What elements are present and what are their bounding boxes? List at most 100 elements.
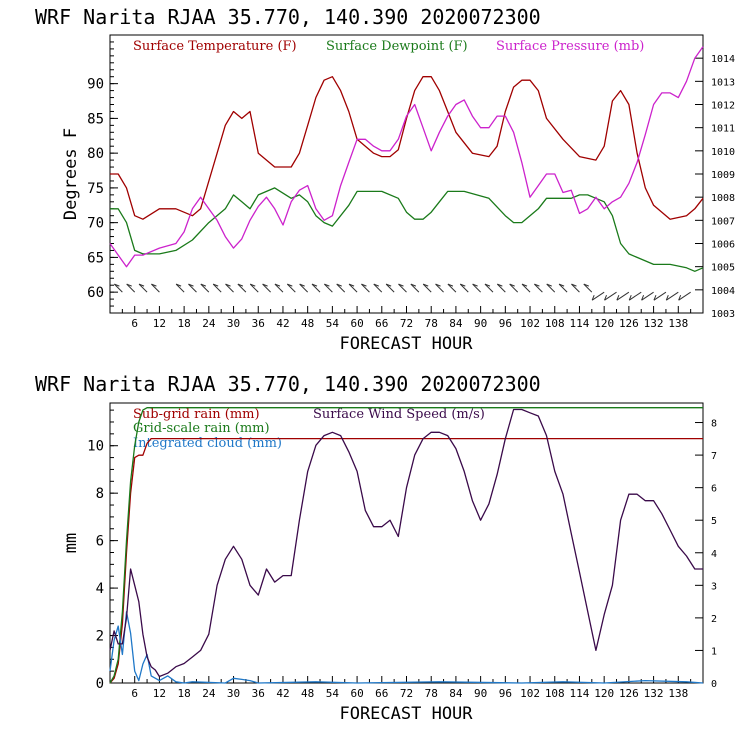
x-tick-label: 72 — [400, 687, 413, 700]
x-tick-label: 12 — [153, 687, 166, 700]
y-tick-label: 65 — [87, 250, 104, 266]
wind-barb — [348, 283, 358, 293]
wind-barb — [641, 291, 654, 301]
panel2-legend-subgrid: Sub-grid rain (mm) — [133, 407, 260, 422]
x-tick-label: 54 — [326, 687, 340, 700]
y2-tick-label: 1006 — [711, 240, 735, 251]
wind-barb — [472, 283, 481, 293]
y2-tick-label: 1008 — [711, 193, 735, 204]
wind-barb — [665, 291, 679, 301]
panel1-xlabel: FORECAST HOUR — [339, 334, 473, 354]
x-tick-label: 138 — [668, 317, 688, 330]
y2-tick-label: 5 — [711, 516, 717, 527]
x-tick-label: 84 — [449, 317, 463, 330]
x-tick-label: 6 — [131, 317, 138, 330]
panel2-x-axis: 6 12 18 24 30 36 42 48 54 60 66 72 78 84 90 96 102 108 114… — [109, 676, 704, 700]
y2-tick-label: 1007 — [711, 216, 735, 227]
y-tick-label: 6 — [96, 534, 104, 550]
series-line-subgrid-rain — [109, 437, 703, 684]
series-line-integrated-cloud — [109, 611, 704, 684]
y-tick-label: 90 — [87, 77, 104, 93]
wind-barb — [324, 283, 333, 293]
y2-tick-label: 4 — [711, 549, 717, 560]
y2-tick-label: 7 — [711, 451, 717, 462]
x-tick-label: 108 — [545, 317, 565, 330]
wind-barb — [188, 283, 197, 293]
wind-barb — [521, 283, 531, 293]
panel1-legend-pressure: Surface Pressure (mb) — [496, 39, 644, 54]
wind-barb — [151, 283, 160, 293]
panel2-legend-gridscale: Grid-scale rain (mm) — [133, 421, 270, 436]
panel2-series — [109, 407, 704, 684]
panel1-y-axis-right: 1003 1004 1005 1006 1007 1008 1009 1010 1011 1012… — [695, 54, 735, 320]
wind-barb — [225, 283, 234, 293]
y2-tick-label: 1011 — [711, 124, 735, 135]
x-tick-label: 90 — [474, 317, 487, 330]
x-tick-label: 30 — [227, 317, 240, 330]
wind-barb — [484, 283, 494, 293]
wind-barb — [262, 283, 271, 293]
x-tick-label: 126 — [619, 687, 639, 700]
y-tick-label: 0 — [96, 676, 104, 692]
panel-meteogram-precipitation: WRF Narita RJAA 35.770, 140.390 20200723… — [35, 372, 717, 724]
wind-barb — [422, 283, 432, 293]
wind-barb — [447, 283, 457, 293]
y-tick-label: 85 — [87, 111, 104, 127]
panel2-y-axis-right: 0 1 2 3 4 5 6 7 8 — [695, 419, 717, 690]
y2-tick-label: 1003 — [711, 309, 735, 320]
x-tick-label: 102 — [520, 317, 540, 330]
y2-tick-label: 1010 — [711, 147, 735, 158]
panel2-legend-wind: Surface Wind Speed (m/s) — [313, 407, 485, 422]
panel2-title: WRF Narita RJAA 35.770, 140.390 20200723… — [35, 372, 541, 396]
wind-barb — [237, 283, 247, 293]
x-tick-label: 48 — [301, 687, 314, 700]
x-tick-label: 60 — [350, 687, 363, 700]
series-line-dewpoint — [110, 187, 704, 272]
panel1-legend-temperature: Surface Temperature (F) — [133, 39, 297, 54]
panel1-wind-barbs — [114, 283, 691, 301]
y2-tick-label: 1 — [711, 646, 717, 657]
x-tick-label: 30 — [227, 687, 240, 700]
wind-barb — [286, 283, 296, 293]
y-tick-label: 10 — [87, 439, 104, 455]
x-tick-label: 42 — [276, 317, 289, 330]
wind-barb — [138, 283, 148, 293]
x-tick-label: 96 — [499, 687, 512, 700]
wind-barb — [311, 283, 321, 293]
x-tick-label: 120 — [594, 317, 614, 330]
series-line-temperature — [110, 76, 704, 220]
x-tick-label: 12 — [153, 317, 166, 330]
y2-tick-label: 1012 — [711, 101, 735, 112]
x-tick-label: 126 — [619, 317, 639, 330]
panel1-legend-dewpoint: Surface Dewpoint (F) — [326, 39, 468, 54]
y2-tick-label: 2 — [711, 614, 717, 625]
panel1-plot-frame — [109, 34, 704, 314]
wind-barb — [126, 283, 136, 293]
y-tick-label: 4 — [96, 581, 104, 597]
x-tick-label: 84 — [449, 687, 463, 700]
wind-barb — [534, 283, 543, 293]
wind-barb — [212, 283, 222, 293]
panel1-title: WRF Narita RJAA 35.770, 140.390 20200723… — [35, 5, 541, 29]
x-tick-label: 78 — [425, 687, 438, 700]
y-tick-label: 75 — [87, 181, 104, 197]
panel2-legend-cloud: Integrated cloud (mm) — [133, 436, 282, 451]
wind-barb — [459, 283, 469, 293]
x-tick-label: 138 — [668, 687, 688, 700]
y2-tick-label: 1013 — [711, 77, 735, 88]
wind-barb — [385, 283, 395, 293]
x-tick-label: 108 — [545, 687, 565, 700]
x-tick-label: 36 — [252, 687, 265, 700]
y2-tick-label: 0 — [711, 679, 717, 690]
wind-barb — [678, 291, 691, 301]
wind-barb — [435, 283, 444, 293]
y-tick-label: 60 — [87, 285, 104, 301]
y2-tick-label: 6 — [711, 484, 717, 495]
wind-barb — [373, 283, 383, 293]
wind-barb — [591, 291, 605, 301]
x-tick-label: 114 — [570, 317, 590, 330]
x-tick-label: 18 — [178, 317, 191, 330]
wind-barb — [200, 283, 210, 293]
x-tick-label: 102 — [520, 687, 540, 700]
wind-barb — [249, 283, 259, 293]
